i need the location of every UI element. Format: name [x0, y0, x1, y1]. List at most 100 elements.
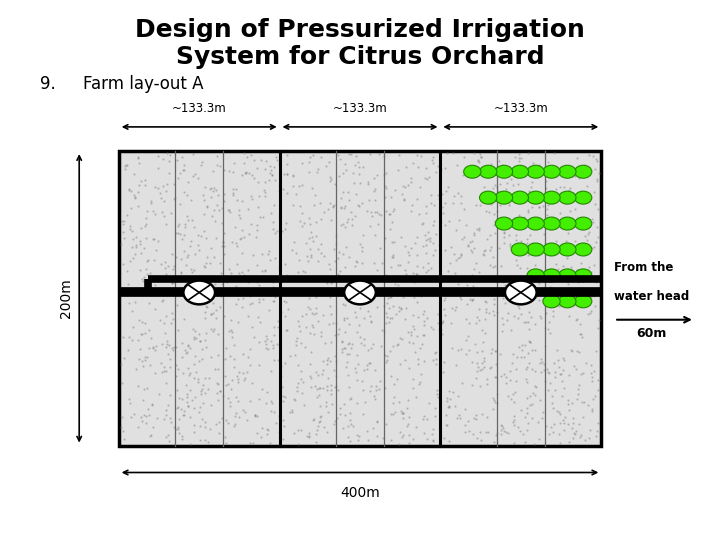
Point [259, 267, 271, 276]
Point [421, 415, 433, 423]
Point [491, 428, 503, 437]
Point [526, 172, 538, 181]
Point [485, 349, 497, 357]
Point [397, 335, 408, 343]
Point [534, 359, 546, 367]
Point [537, 201, 549, 210]
Point [395, 428, 406, 436]
Point [499, 190, 510, 198]
Point [325, 279, 336, 287]
Point [178, 188, 189, 197]
Point [118, 217, 130, 225]
Point [466, 288, 477, 296]
Point [233, 211, 244, 220]
Point [574, 381, 585, 389]
Point [146, 401, 158, 409]
Point [538, 220, 549, 228]
Point [281, 170, 292, 178]
Point [321, 356, 333, 364]
Point [176, 152, 187, 161]
Point [376, 326, 387, 335]
Point [402, 181, 413, 190]
Point [311, 426, 323, 434]
Point [148, 343, 159, 352]
Point [577, 289, 589, 298]
Point [571, 346, 582, 355]
Point [380, 289, 392, 298]
Point [455, 345, 467, 354]
Point [581, 292, 593, 301]
Point [480, 428, 492, 436]
Point [305, 305, 316, 314]
Point [364, 312, 375, 321]
Point [188, 334, 199, 343]
Point [290, 249, 302, 258]
Point [444, 436, 455, 445]
Point [166, 249, 177, 258]
Point [495, 372, 507, 381]
Point [366, 381, 377, 390]
Point [256, 274, 268, 283]
Point [444, 402, 455, 411]
Point [513, 157, 525, 165]
Point [179, 231, 190, 239]
Point [311, 384, 323, 393]
Circle shape [543, 295, 560, 308]
Point [176, 339, 188, 348]
Point [569, 301, 580, 309]
Point [373, 384, 384, 393]
Point [556, 268, 567, 276]
Point [411, 251, 423, 259]
Point [590, 238, 601, 246]
Point [207, 327, 219, 335]
Point [210, 314, 222, 323]
Point [166, 279, 178, 287]
Point [236, 268, 248, 276]
Point [223, 167, 235, 176]
Point [171, 386, 183, 395]
Circle shape [464, 165, 481, 178]
Point [238, 159, 250, 167]
Point [373, 150, 384, 158]
Point [415, 152, 426, 161]
Point [554, 183, 565, 191]
Point [386, 252, 397, 261]
Point [506, 359, 518, 367]
Point [276, 383, 287, 391]
Point [197, 415, 208, 423]
Point [261, 157, 272, 166]
Point [279, 296, 290, 305]
Point [293, 379, 305, 388]
Point [530, 382, 541, 391]
Point [571, 293, 582, 302]
Point [324, 199, 336, 207]
Point [520, 413, 531, 422]
Point [523, 271, 534, 279]
Circle shape [527, 165, 544, 178]
Point [427, 251, 438, 259]
Point [490, 360, 502, 369]
Point [585, 165, 596, 174]
Point [549, 149, 560, 158]
Point [194, 337, 205, 346]
Point [237, 368, 248, 377]
Point [135, 177, 146, 186]
Point [214, 162, 225, 171]
Circle shape [543, 165, 560, 178]
Point [325, 175, 337, 184]
Point [392, 340, 403, 348]
Point [467, 237, 478, 245]
Point [214, 417, 225, 426]
Point [369, 173, 380, 182]
Point [228, 167, 239, 176]
Point [197, 381, 208, 389]
Point [500, 185, 511, 193]
Point [165, 285, 176, 293]
Point [426, 264, 437, 272]
Point [474, 224, 485, 232]
Point [574, 329, 585, 338]
Point [238, 293, 249, 302]
Point [337, 423, 348, 432]
Point [229, 420, 240, 428]
Point [508, 421, 519, 430]
